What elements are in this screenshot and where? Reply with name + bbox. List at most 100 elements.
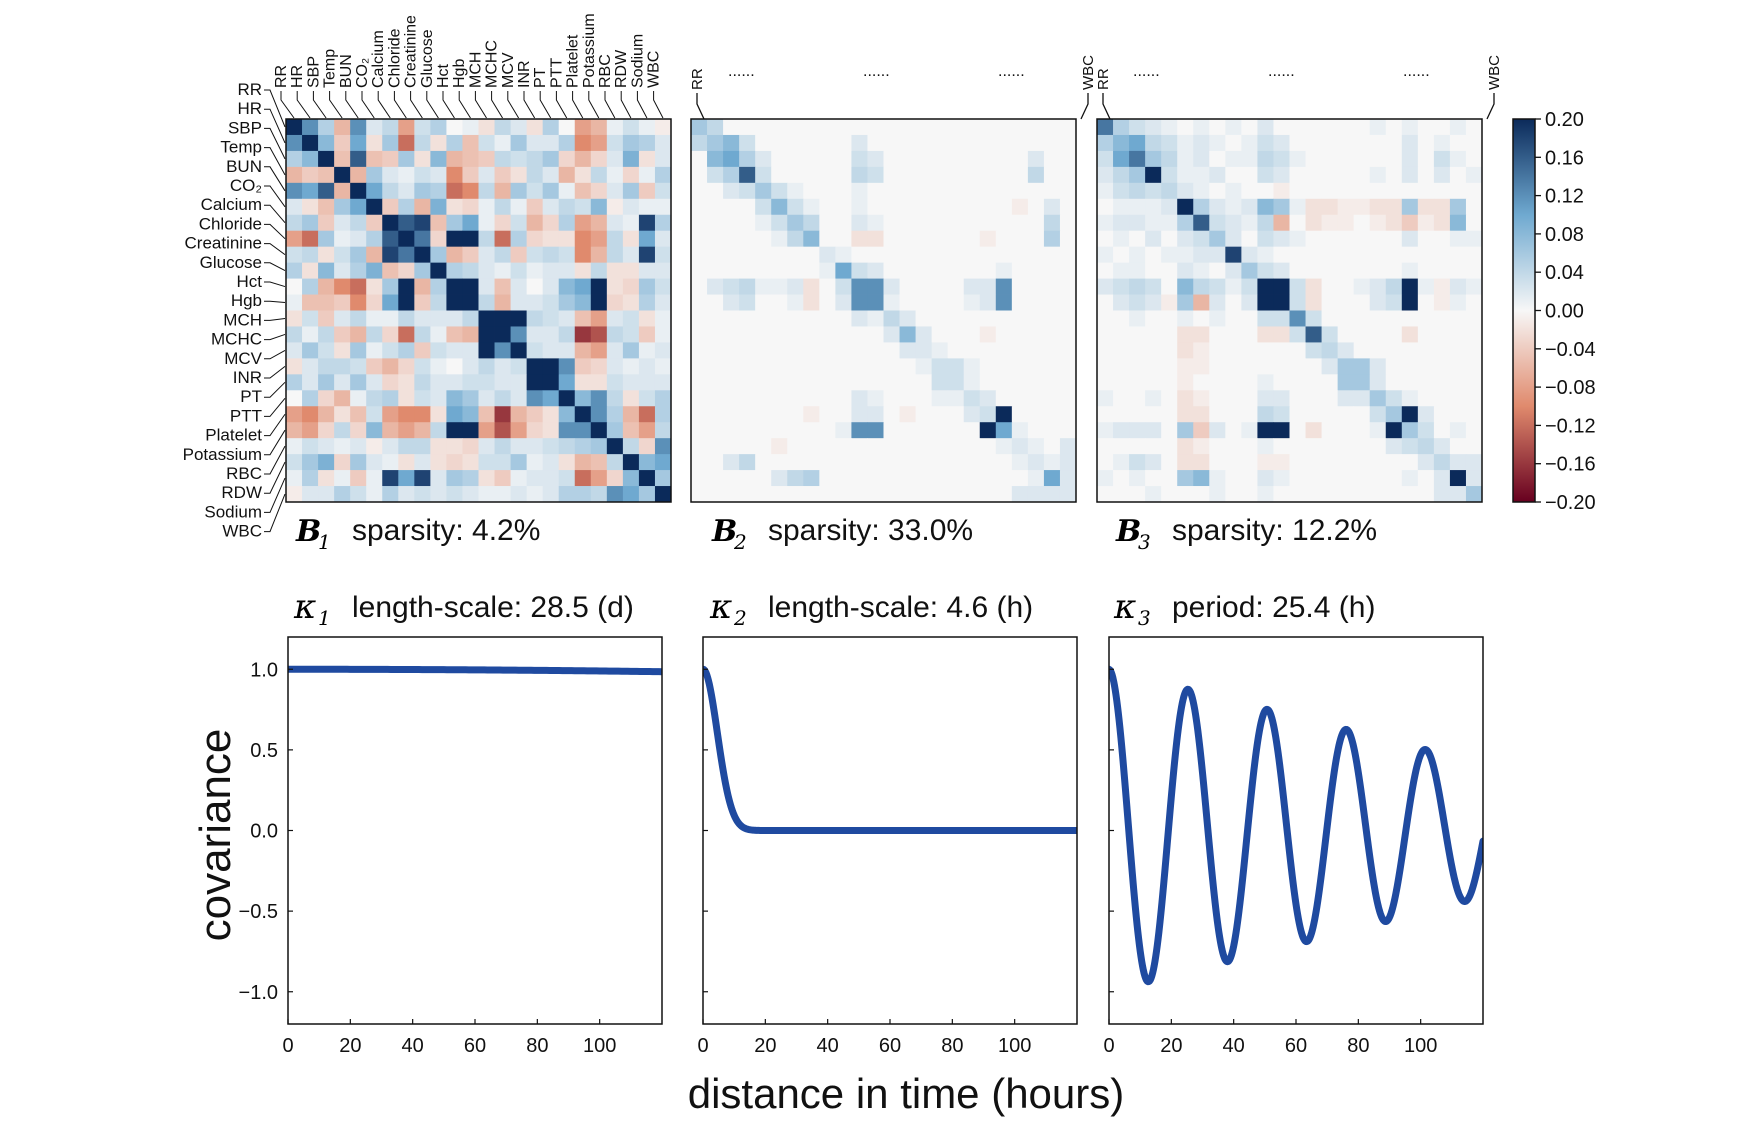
heatmap-cell bbox=[430, 342, 447, 359]
b2-last-label: WBC bbox=[1080, 55, 1097, 90]
heatmap-cell bbox=[1241, 119, 1258, 136]
heatmap-cell bbox=[542, 294, 560, 311]
heatmap-cell bbox=[1257, 326, 1274, 343]
heatmap-cell bbox=[590, 374, 608, 391]
heatmap-cell bbox=[1113, 310, 1130, 327]
heatmap-cell bbox=[542, 182, 560, 200]
row-label: INR bbox=[233, 368, 262, 387]
heatmap-cell bbox=[558, 358, 576, 375]
heatmap-cell bbox=[494, 310, 511, 327]
kernel-k3-title-symbol: κ bbox=[1113, 587, 1136, 627]
column-label-leader bbox=[361, 91, 375, 119]
heatmap-cell bbox=[606, 374, 624, 391]
heatmap-cell bbox=[318, 166, 335, 184]
heatmap-cell bbox=[1027, 470, 1045, 487]
heatmap-cell bbox=[1257, 310, 1274, 327]
heatmap-cell bbox=[899, 214, 916, 232]
heatmap-cell bbox=[1129, 246, 1146, 264]
heatmap-cell bbox=[739, 119, 756, 136]
heatmap-cell bbox=[366, 438, 383, 455]
heatmap-cell bbox=[526, 470, 544, 487]
heatmap-cell bbox=[1209, 166, 1226, 184]
heatmap-cell bbox=[1353, 390, 1371, 407]
heatmap-cell bbox=[1433, 310, 1451, 327]
heatmap-cell bbox=[526, 390, 544, 407]
heatmap-cell bbox=[1043, 374, 1061, 391]
heatmap-cell bbox=[494, 150, 511, 168]
heatmap-cell bbox=[1321, 278, 1339, 295]
heatmap-cell bbox=[787, 486, 804, 503]
heatmap-cell bbox=[1433, 486, 1451, 503]
heatmap-cell bbox=[542, 246, 560, 264]
column-label: PT bbox=[532, 67, 549, 88]
heatmap-cell bbox=[638, 278, 656, 295]
heatmap-cell bbox=[867, 294, 884, 311]
heatmap-cell bbox=[558, 374, 576, 391]
heatmap-cell bbox=[334, 134, 351, 152]
heatmap-cell bbox=[1011, 358, 1029, 375]
heatmap-cell bbox=[755, 198, 772, 216]
heatmap-cell bbox=[1241, 166, 1258, 184]
heatmap-cell bbox=[1129, 214, 1146, 232]
heatmap-cell bbox=[771, 390, 788, 407]
heatmap-cell bbox=[899, 310, 916, 327]
heatmap-cell bbox=[366, 278, 383, 295]
heatmap-cell bbox=[851, 119, 868, 136]
heatmap-cell bbox=[1059, 278, 1077, 295]
heatmap-cell bbox=[446, 358, 463, 375]
heatmap-cell bbox=[446, 454, 463, 471]
heatmap-cell bbox=[1225, 438, 1242, 455]
heatmap-cell bbox=[318, 374, 335, 391]
heatmap-cell bbox=[286, 438, 303, 455]
heatmap-cell bbox=[558, 310, 576, 327]
heatmap-cell bbox=[739, 326, 756, 343]
heatmap-cell bbox=[622, 326, 640, 343]
heatmap-cell bbox=[1129, 278, 1146, 295]
heatmap-cell bbox=[1417, 342, 1435, 359]
heatmap-b2-top-axis: RR WBC ...... ...... ...... bbox=[689, 55, 1097, 120]
heatmap-cell bbox=[286, 262, 303, 279]
heatmap-cell bbox=[414, 374, 431, 391]
heatmap-cell bbox=[446, 230, 463, 248]
column-label-leader bbox=[377, 91, 391, 119]
heatmap-cell bbox=[1273, 198, 1290, 216]
heatmap-cell bbox=[1433, 374, 1451, 391]
heatmap-cell bbox=[835, 454, 852, 471]
heatmap-cell bbox=[1305, 230, 1322, 248]
heatmap-cell bbox=[707, 438, 724, 455]
heatmap-cell bbox=[1225, 182, 1242, 200]
heatmap-cell bbox=[302, 119, 319, 136]
heatmap-cell bbox=[739, 470, 756, 487]
heatmap-cell bbox=[1433, 262, 1451, 279]
heatmap-cell bbox=[398, 166, 415, 184]
heatmap-cell bbox=[963, 246, 981, 264]
heatmap-cell bbox=[691, 262, 708, 279]
heatmap-cell bbox=[1241, 198, 1258, 216]
heatmap-cell bbox=[899, 390, 916, 407]
heatmap-cell bbox=[707, 390, 724, 407]
heatmap-cell bbox=[414, 406, 431, 423]
heatmap-cell bbox=[1225, 262, 1242, 279]
heatmap-cell bbox=[739, 278, 756, 295]
heatmap-cell bbox=[334, 470, 351, 487]
heatmap-cell bbox=[931, 470, 949, 487]
heatmap-cell bbox=[1433, 150, 1451, 168]
heatmap-cell bbox=[286, 422, 303, 439]
heatmap-cell bbox=[574, 406, 592, 423]
plot-frame bbox=[287, 636, 663, 1025]
heatmap-cell bbox=[510, 358, 528, 375]
colorbar-tick-label: 0.16 bbox=[1545, 147, 1584, 169]
heatmap-cell bbox=[494, 166, 511, 184]
heatmap-cell bbox=[739, 342, 756, 359]
heatmap-cell bbox=[1289, 150, 1306, 168]
heatmap-cell bbox=[382, 166, 399, 184]
heatmap-cell bbox=[1027, 326, 1045, 343]
heatmap-cell bbox=[1353, 406, 1371, 423]
heatmap-cell bbox=[1369, 470, 1387, 487]
heatmap-cell bbox=[478, 278, 495, 295]
heatmap-cell bbox=[574, 358, 592, 375]
column-label: SBP bbox=[305, 56, 322, 88]
heatmap-cell bbox=[979, 198, 997, 216]
heatmap-cell bbox=[1209, 390, 1226, 407]
heatmap-cell bbox=[1289, 278, 1306, 295]
